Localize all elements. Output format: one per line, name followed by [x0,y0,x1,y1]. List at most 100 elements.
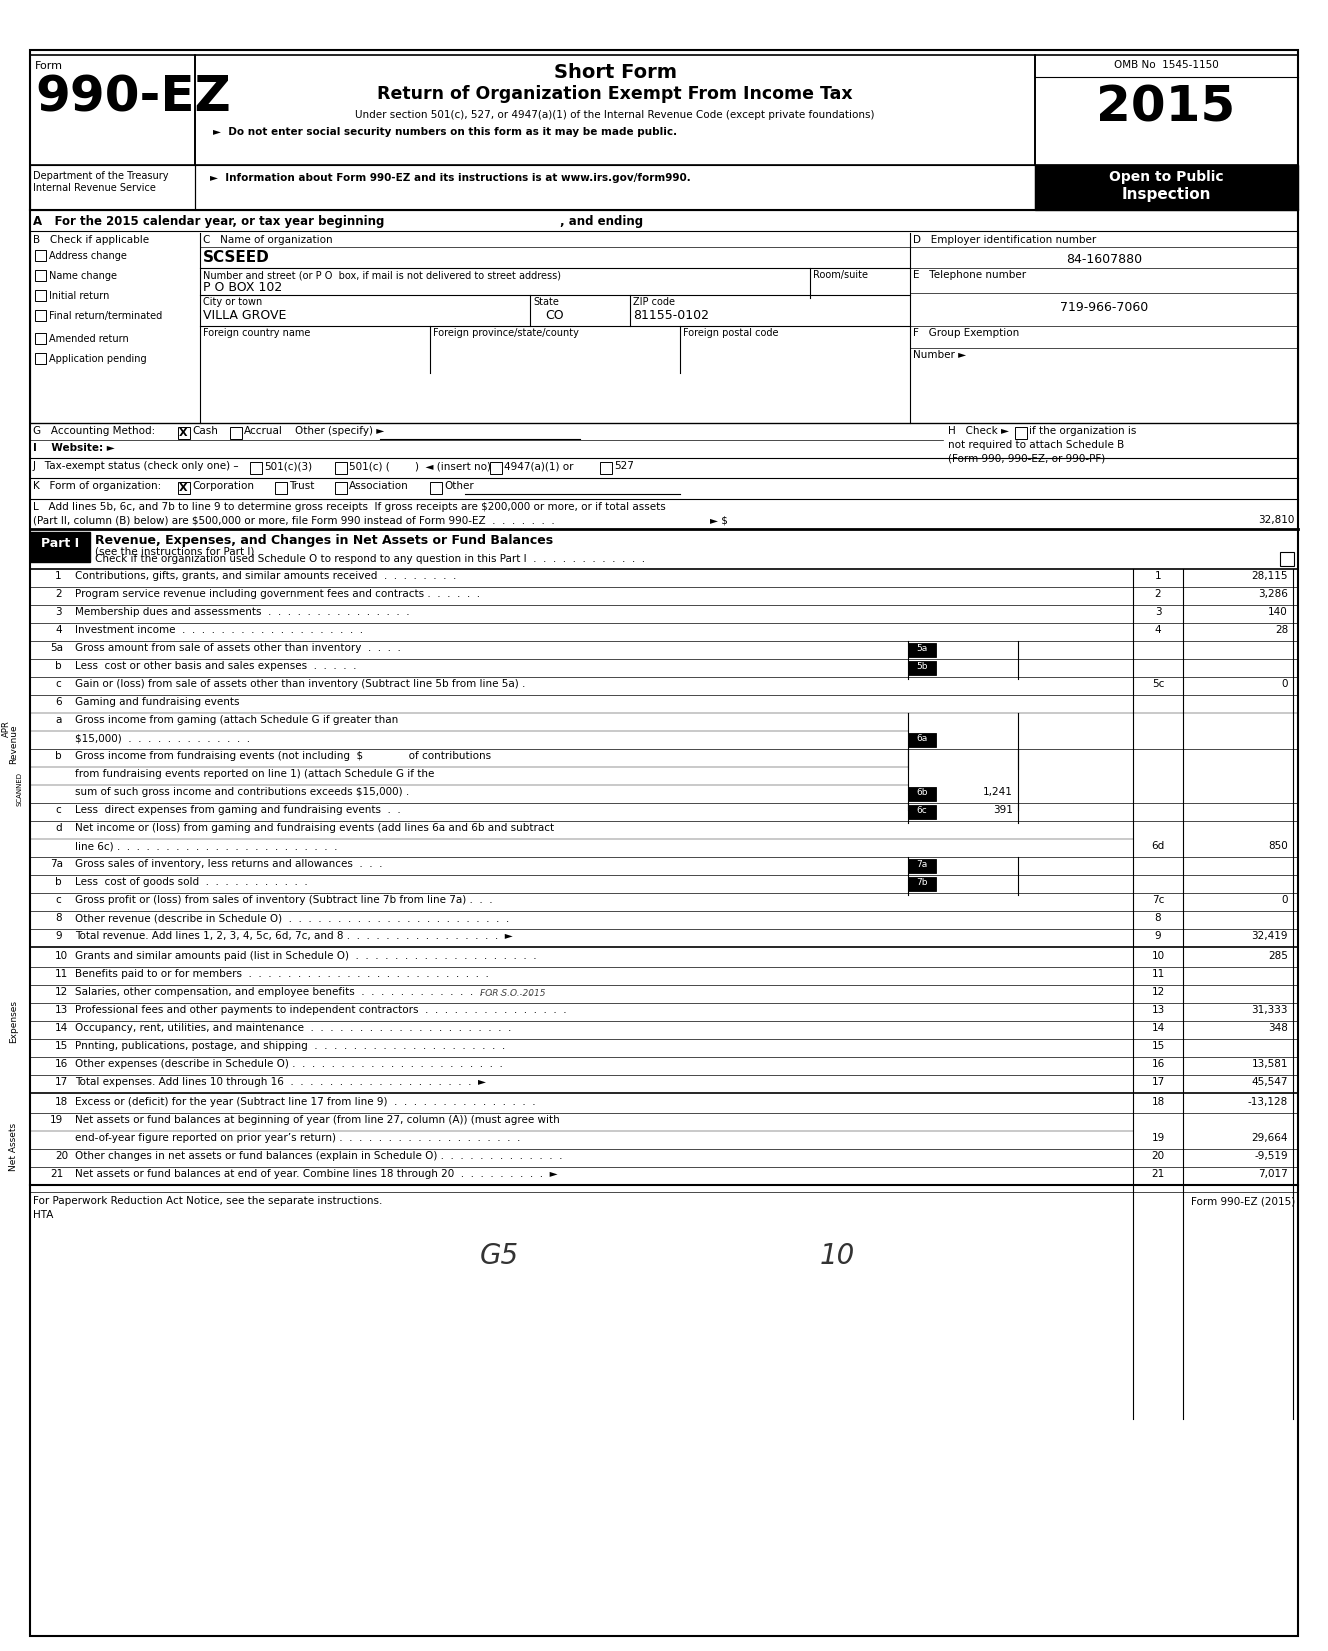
Text: FOR S.O. 2015: FOR S.O. 2015 [479,989,546,997]
Text: sum of such gross income and contributions exceeds $15,000) .: sum of such gross income and contributio… [74,788,409,797]
Text: A   For the 2015 calendar year, or tax year beginning: A For the 2015 calendar year, or tax yea… [33,215,384,228]
Text: Pnnting, publications, postage, and shipping  .  .  .  .  .  .  .  .  .  .  .  .: Pnnting, publications, postage, and ship… [74,1042,505,1052]
Text: 719-966-7060: 719-966-7060 [1060,300,1149,314]
Text: 12: 12 [1151,987,1165,997]
Text: Corporation: Corporation [193,480,254,490]
Text: Department of the Treasury: Department of the Treasury [33,172,169,182]
Bar [35,353,46,363]
Text: 18: 18 [54,1096,68,1108]
Text: Open to Public: Open to Public [1109,170,1223,183]
Bar [908,877,936,892]
Text: 21: 21 [50,1169,64,1179]
Text: 2: 2 [1154,589,1161,599]
Text: 6d: 6d [1151,840,1165,850]
Text: 2: 2 [54,589,61,599]
Text: 16: 16 [54,1058,68,1068]
Text: Application pending: Application pending [49,353,146,363]
Text: 140: 140 [1268,608,1288,617]
Text: 13: 13 [1151,1005,1165,1015]
Text: Occupancy, rent, utilities, and maintenance  .  .  .  .  .  .  .  .  .  .  .  . : Occupancy, rent, utilities, and maintena… [74,1024,511,1034]
Text: 20: 20 [54,1151,68,1161]
Text: 45,547: 45,547 [1251,1076,1288,1086]
Text: Total revenue. Add lines 1, 2, 3, 4, 5c, 6d, 7c, and 8 .  .  .  .  .  .  .  .  .: Total revenue. Add lines 1, 2, 3, 4, 5c,… [74,931,513,941]
Text: 32,419: 32,419 [1251,931,1288,941]
Text: 17: 17 [54,1076,68,1086]
Text: end-of-year figure reported on prior year’s return) .  .  .  .  .  .  .  .  .  .: end-of-year figure reported on prior yea… [74,1133,521,1142]
Text: 501(c) (: 501(c) ( [349,461,389,471]
Text: b: b [54,751,61,761]
Text: Gross sales of inventory, less returns and allowances  .  .  .: Gross sales of inventory, less returns a… [74,859,382,868]
Text: Other (specify) ►: Other (specify) ► [295,426,384,436]
Bar [178,482,190,494]
Text: For Paperwork Reduction Act Notice, see the separate instructions.: For Paperwork Reduction Act Notice, see … [33,1195,382,1205]
Text: if the organization is: if the organization is [1029,426,1137,436]
Bar [908,788,936,801]
Text: Net assets or fund balances at end of year. Combine lines 18 through 20  .  .  .: Net assets or fund balances at end of ye… [74,1169,558,1179]
Text: Other changes in net assets or fund balances (explain in Schedule O) .  .  .  . : Other changes in net assets or fund bala… [74,1151,563,1161]
Text: State: State [533,297,559,307]
Text: 527: 527 [614,461,633,471]
Text: G5: G5 [479,1242,519,1270]
Text: 1,241: 1,241 [983,788,1013,797]
Bar [1015,428,1027,439]
Text: line 6c) .  .  .  .  .  .  .  .  .  .  .  .  .  .  .  .  .  .  .  .  .  .  .: line 6c) . . . . . . . . . . . . . . . .… [74,840,337,850]
Bar [335,482,347,494]
Text: 5b: 5b [916,662,928,670]
Text: VILLA GROVE: VILLA GROVE [203,309,287,322]
Text: )  ◄ (insert no): ) ◄ (insert no) [414,461,491,471]
Text: 9: 9 [1154,931,1161,941]
Text: 7b: 7b [916,878,928,887]
Text: 9: 9 [54,931,61,941]
Text: Gaming and fundraising events: Gaming and fundraising events [74,697,239,707]
Text: (Part II, column (B) below) are $500,000 or more, file Form 990 instead of Form : (Part II, column (B) below) are $500,000… [33,515,555,525]
Bar [195,54,1035,165]
Text: 6: 6 [54,697,61,707]
Text: 7a: 7a [916,860,928,868]
Text: Gross amount from sale of assets other than inventory  .  .  .  .: Gross amount from sale of assets other t… [74,642,401,654]
Text: 3: 3 [54,608,61,617]
Text: Number and street (or P O  box, if mail is not delivered to street address): Number and street (or P O box, if mail i… [203,271,560,281]
Bar [31,532,90,561]
Text: Net assets or fund balances at beginning of year (from line 27, column (A)) (mus: Net assets or fund balances at beginning… [74,1114,559,1124]
Text: 501(c)(3): 501(c)(3) [264,461,312,471]
Text: Gross profit or (loss) from sales of inventory (Subtract line 7b from line 7a) .: Gross profit or (loss) from sales of inv… [74,895,493,905]
Text: 14: 14 [1151,1024,1165,1034]
Bar [430,482,442,494]
Text: 1: 1 [54,571,61,581]
Text: 18: 18 [1151,1096,1165,1108]
Bar [908,642,936,657]
Text: 16: 16 [1151,1058,1165,1068]
Text: c: c [54,806,61,816]
Bar [1035,54,1297,165]
Text: I    Website: ►: I Website: ► [33,442,114,452]
Text: 0: 0 [1282,895,1288,905]
Text: (Form 990, 990-EZ, or 990-PF): (Form 990, 990-EZ, or 990-PF) [948,452,1105,462]
Text: H   Check ►: H Check ► [948,426,1009,436]
Bar [908,806,936,819]
Text: 4: 4 [1154,626,1161,636]
Text: K   Form of organization:: K Form of organization: [33,480,161,490]
Text: 10: 10 [1151,951,1165,961]
Text: 8: 8 [54,913,61,923]
Text: Accrual: Accrual [244,426,283,436]
Text: 19: 19 [50,1114,64,1124]
Text: Total expenses. Add lines 10 through 16  .  .  .  .  .  .  .  .  .  .  .  .  .  : Total expenses. Add lines 10 through 16 … [74,1076,486,1086]
Text: 6c: 6c [916,806,927,816]
Text: 4: 4 [54,626,61,636]
Text: 28: 28 [1275,626,1288,636]
Text: 4947(a)(1) or: 4947(a)(1) or [505,461,574,471]
Text: d: d [54,822,61,834]
Text: ► $: ► $ [710,515,728,525]
Text: B   Check if applicable: B Check if applicable [33,234,149,244]
Text: APR: APR [1,720,11,738]
Text: Salaries, other compensation, and employee benefits  .  .  .  .  .  .  .  .  .  : Salaries, other compensation, and employ… [74,987,533,997]
Text: Revenue, Expenses, and Changes in Net Assets or Fund Balances: Revenue, Expenses, and Changes in Net As… [96,533,554,546]
Bar [908,733,936,746]
Text: 11: 11 [1151,969,1165,979]
Text: ►  Do not enter social security numbers on this form as it may be made public.: ► Do not enter social security numbers o… [212,127,677,137]
Text: (see the instructions for Part I): (see the instructions for Part I) [96,546,255,556]
Text: ►  Information about Form 990-EZ and its instructions is at www.irs.gov/form990.: ► Information about Form 990-EZ and its … [210,173,691,183]
Text: Name change: Name change [49,271,117,281]
Text: Gross income from fundraising events (not including  $              of contribut: Gross income from fundraising events (no… [74,751,491,761]
Bar [335,462,347,474]
